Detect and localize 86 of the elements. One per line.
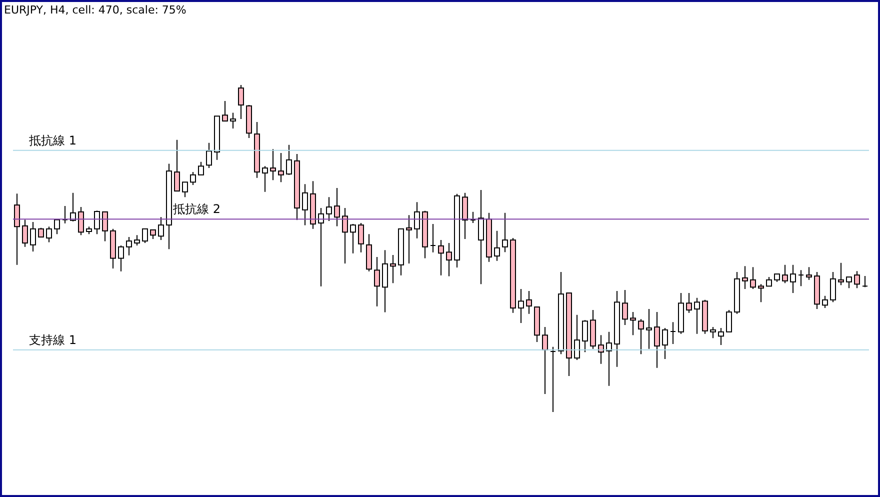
candlestick <box>70 192 76 222</box>
candlestick <box>350 223 356 254</box>
candlestick <box>462 192 468 240</box>
candlestick <box>646 308 652 350</box>
candlestick <box>478 189 484 285</box>
ref-line-label: 抵抗線 1 <box>28 133 76 148</box>
candlestick <box>758 284 764 303</box>
candlestick <box>846 276 852 289</box>
candlestick <box>270 148 276 181</box>
candlestick <box>158 216 164 240</box>
candlestick <box>46 226 52 243</box>
candlestick <box>334 188 340 227</box>
candlestick <box>854 270 860 289</box>
candlestick <box>470 211 476 224</box>
candlestick <box>822 295 828 309</box>
candlestick <box>542 326 548 395</box>
candlestick <box>78 206 84 236</box>
candlestick <box>14 193 20 266</box>
chart-title: EURJPY, H4, cell: 470, scale: 75% <box>4 4 186 16</box>
candlestick <box>606 331 612 386</box>
candlestick <box>30 222 36 252</box>
candlestick <box>358 222 364 253</box>
candlestick <box>22 219 28 248</box>
candlestick <box>382 250 388 313</box>
candlestick <box>662 327 668 360</box>
candlestick <box>710 326 716 339</box>
candlestick <box>694 297 700 334</box>
candlestick <box>390 254 396 284</box>
candlestick <box>182 182 188 198</box>
candlestick <box>406 214 412 264</box>
candlestick <box>574 314 580 361</box>
candlestick <box>206 142 212 169</box>
candlestick <box>838 262 844 286</box>
candlestick <box>430 223 436 253</box>
candlestick <box>278 152 284 183</box>
candlestick <box>94 210 100 235</box>
candlestick <box>638 318 644 355</box>
candlestick <box>142 228 148 244</box>
candlestick <box>790 264 796 294</box>
candlestick <box>782 264 788 284</box>
candlestick <box>342 207 348 264</box>
candlestick <box>766 276 772 287</box>
candlestick <box>326 196 332 222</box>
candlestick <box>102 211 108 242</box>
candlestick <box>134 234 140 246</box>
candlestick <box>190 171 196 186</box>
candlestick <box>670 322 676 344</box>
candlestick <box>862 275 868 288</box>
candlestick <box>118 245 124 272</box>
candlestick <box>438 240 444 276</box>
candlestick <box>222 100 228 122</box>
candlestick <box>654 311 660 368</box>
candlestick <box>830 272 836 303</box>
candlestick <box>238 84 244 120</box>
candlestick <box>302 184 308 226</box>
candlestick <box>806 266 812 280</box>
candlestick <box>318 207 324 287</box>
candlestick <box>494 230 500 262</box>
candlestick <box>798 270 804 287</box>
candlestick <box>414 202 420 239</box>
candlestick <box>750 266 756 290</box>
candlestick <box>150 229 156 240</box>
candlestick <box>502 212 508 253</box>
candlestick <box>374 256 380 307</box>
candlestick <box>230 112 236 129</box>
candlestick <box>54 219 60 235</box>
candlestick <box>198 161 204 176</box>
candlestick <box>726 309 732 332</box>
candlestick <box>262 166 268 192</box>
candlestick <box>62 205 68 224</box>
candlestick <box>630 311 636 336</box>
candlestick <box>126 236 132 256</box>
candlestick <box>286 144 292 176</box>
candlestick <box>446 242 452 277</box>
candlestick <box>622 290 628 326</box>
ref-line-label: 支持線 1 <box>29 332 76 347</box>
ref-line-label: 抵抗線 2 <box>172 202 220 216</box>
candlestick <box>742 266 748 290</box>
candlestick <box>686 292 692 314</box>
candlestick <box>582 320 588 353</box>
candlestick <box>174 139 180 192</box>
candlestick <box>550 346 556 412</box>
candlestick <box>518 288 524 324</box>
candlestick <box>718 327 724 346</box>
candlestick <box>38 227 44 238</box>
candlestick <box>526 290 532 314</box>
